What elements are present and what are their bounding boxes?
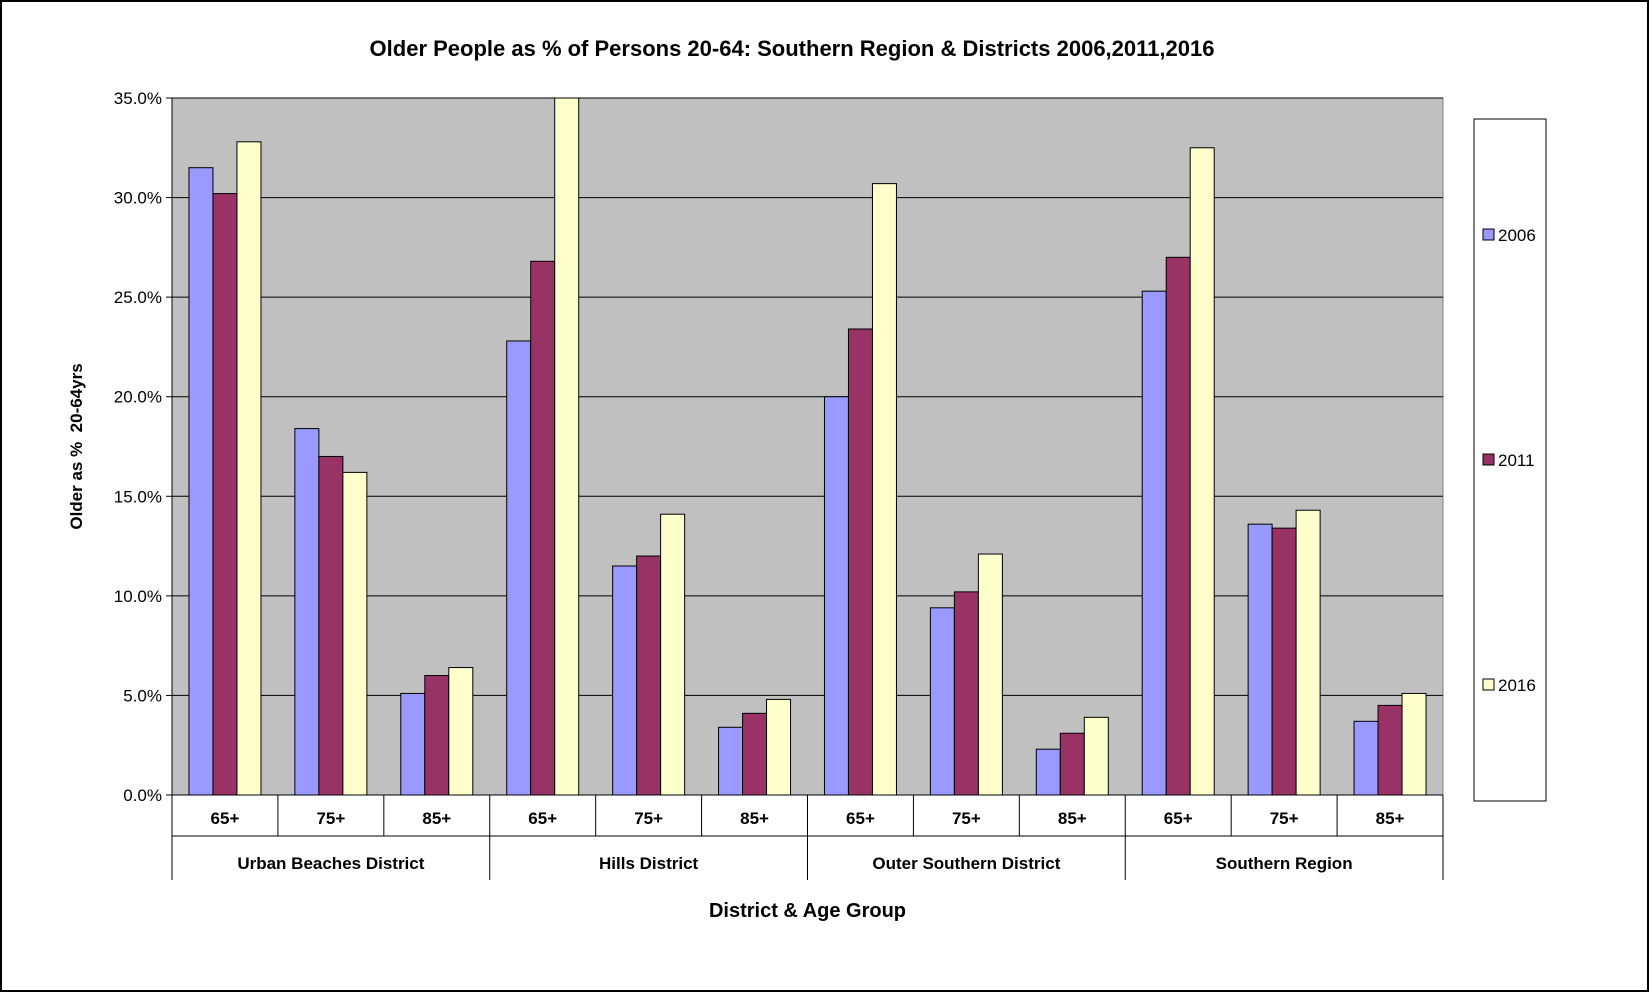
bar-2006 xyxy=(294,428,320,796)
x-axis-title: District & Age Group xyxy=(709,900,906,922)
y-tick-label: 0.0% xyxy=(123,786,162,805)
group-label: Hills District xyxy=(599,854,699,873)
bar-2006 xyxy=(1141,290,1167,796)
bar-2016 xyxy=(448,667,474,796)
bar-2006 xyxy=(612,565,638,796)
bar-2016 xyxy=(766,698,792,796)
bar-2006 xyxy=(929,607,955,796)
bar-2011 xyxy=(953,591,979,796)
y-tick-label: 35.0% xyxy=(114,89,162,108)
x-tick-label: 65+ xyxy=(211,809,240,828)
bar-2016 xyxy=(871,183,897,796)
bar-2011 xyxy=(424,675,450,796)
y-tick-label: 10.0% xyxy=(114,587,162,606)
y-tick-label: 5.0% xyxy=(123,686,162,705)
bar-2011 xyxy=(636,555,662,796)
bar-2011 xyxy=(1377,704,1403,796)
bar-2011 xyxy=(530,260,556,796)
x-tick-label: 85+ xyxy=(1376,809,1405,828)
bar-2016 xyxy=(554,97,580,796)
x-tick-label: 75+ xyxy=(316,809,345,828)
x-tick-label: 65+ xyxy=(528,809,557,828)
bar-2016 xyxy=(1083,716,1109,796)
bar-2006 xyxy=(1247,523,1273,796)
bar-2016 xyxy=(660,513,686,796)
bar-2016 xyxy=(1401,692,1427,796)
legend-label: 2006 xyxy=(1498,226,1536,245)
legend-label: 2011 xyxy=(1498,451,1535,470)
bar-2011 xyxy=(1059,732,1085,796)
legend-swatch-2011 xyxy=(1482,453,1495,466)
bar-2016 xyxy=(977,553,1003,796)
bar-2016 xyxy=(1189,147,1215,796)
bar-2006 xyxy=(400,692,426,796)
bar-2011 xyxy=(318,455,344,796)
bar-2011 xyxy=(1165,256,1191,796)
x-tick-label: 85+ xyxy=(740,809,769,828)
group-label: Outer Southern District xyxy=(872,854,1060,873)
bar-2011 xyxy=(742,712,768,796)
bar-2011 xyxy=(1271,527,1297,796)
bar-2006 xyxy=(1353,720,1379,796)
bar-2006 xyxy=(188,167,214,796)
x-tick-label: 65+ xyxy=(846,809,875,828)
bar-2006 xyxy=(1035,748,1061,796)
x-tick-label: 65+ xyxy=(1164,809,1193,828)
chart-title: Older People as % of Persons 20-64: Sout… xyxy=(369,36,1215,61)
bar-2006 xyxy=(823,396,849,796)
y-tick-label: 20.0% xyxy=(114,388,162,407)
x-tick-label: 75+ xyxy=(634,809,663,828)
group-label: Urban Beaches District xyxy=(237,854,424,873)
plot-area xyxy=(171,97,1444,796)
bar-2016 xyxy=(1295,509,1321,796)
y-axis-title: Older as % 20-64yrs xyxy=(67,363,86,529)
bar-2011 xyxy=(847,328,873,796)
bar-2016 xyxy=(236,141,262,796)
legend-label: 2016 xyxy=(1498,676,1536,695)
group-label: Southern Region xyxy=(1216,854,1353,873)
x-tick-label: 85+ xyxy=(1058,809,1087,828)
bar-2006 xyxy=(718,726,744,796)
x-tick-label: 85+ xyxy=(422,809,451,828)
legend-swatch-2006 xyxy=(1482,228,1495,241)
x-tick-label: 75+ xyxy=(952,809,981,828)
legend-swatch-2016 xyxy=(1482,678,1495,691)
y-tick-label: 15.0% xyxy=(114,487,162,506)
y-tick-label: 30.0% xyxy=(114,189,162,208)
bar-2016 xyxy=(342,471,368,796)
x-tick-label: 75+ xyxy=(1270,809,1299,828)
bar-2006 xyxy=(506,340,532,796)
y-tick-label: 25.0% xyxy=(114,288,162,307)
bar-2011 xyxy=(212,193,238,796)
